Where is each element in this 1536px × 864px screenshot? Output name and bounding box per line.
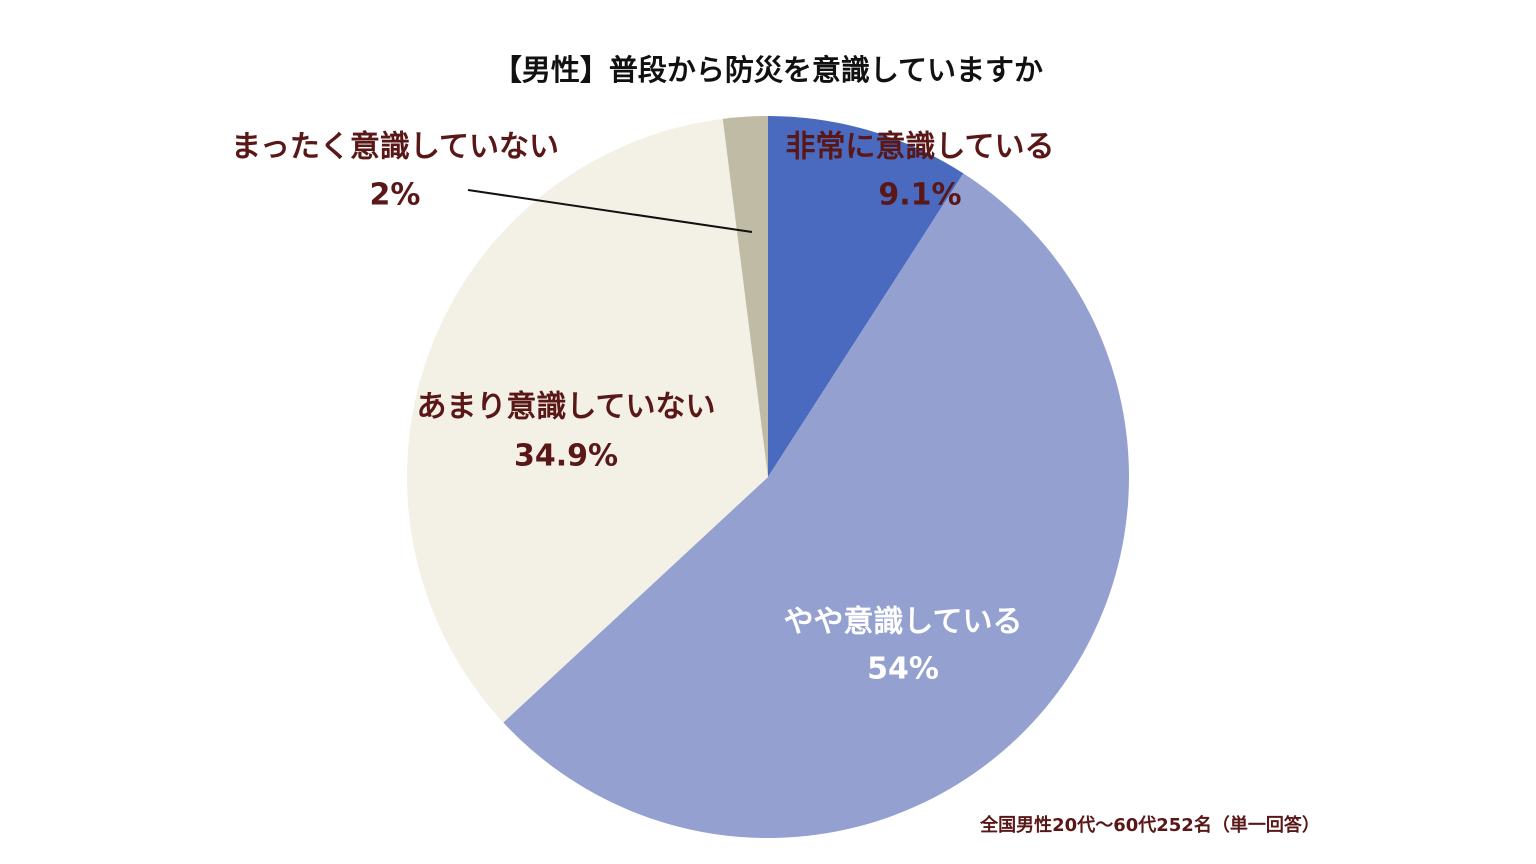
value-label: 9.1% (878, 178, 961, 213)
leader-line (467, 189, 753, 233)
value-label: 54% (867, 652, 939, 687)
value-label: 34.9% (514, 439, 618, 474)
slice-label: 非常に意識している (785, 130, 1054, 165)
chart-title: 【男性】普段から防災を意識していますか (493, 53, 1043, 87)
value-label: 2% (370, 178, 421, 213)
slice-label: やや意識している (783, 605, 1022, 640)
pie-slice (768, 116, 964, 477)
slice-label: あまり意識していない (416, 390, 715, 425)
pie-slice (722, 116, 768, 477)
pie-slice (503, 173, 1130, 839)
footnote: 全国男性20代～60代252名（単一回答） (979, 814, 1320, 836)
slice-label: まったく意識していない (231, 130, 559, 165)
pie-slice (407, 118, 768, 723)
